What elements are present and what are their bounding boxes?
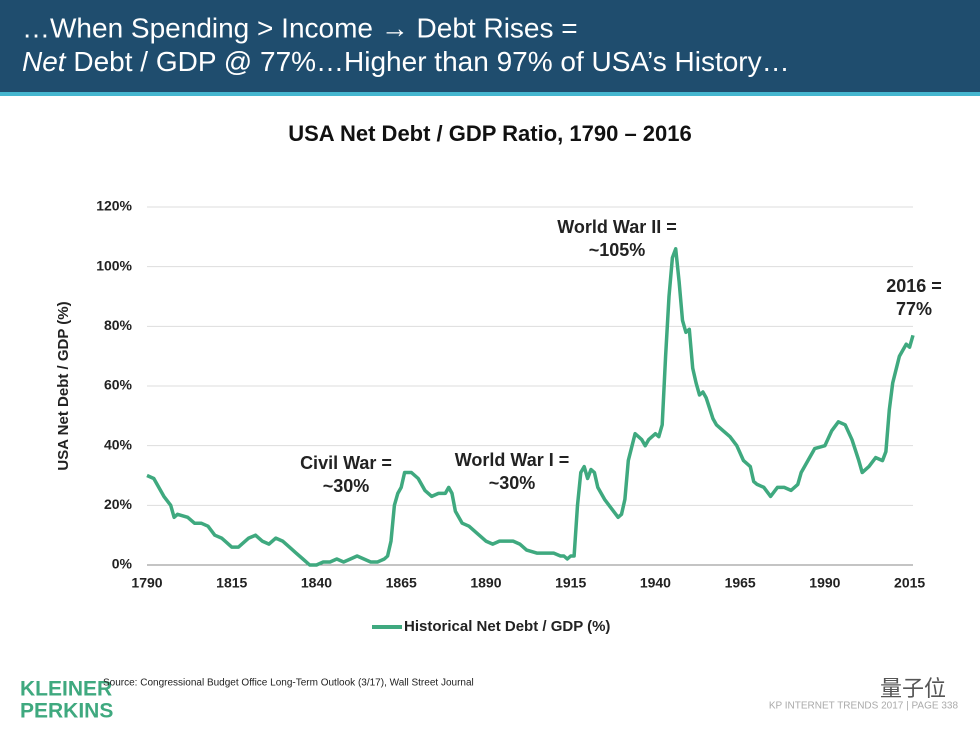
annotation: 2016 = — [886, 276, 942, 296]
annotation: Civil War = — [300, 453, 392, 473]
annotation: ~105% — [589, 240, 646, 260]
y-tick-label: 120% — [96, 198, 132, 214]
x-tick-label: 2015 — [894, 575, 925, 591]
x-tick-label: 1990 — [809, 575, 840, 591]
page-number: KP INTERNET TRENDS 2017 | PAGE 338 — [769, 701, 959, 712]
header-stripe — [0, 92, 980, 96]
watermark: 量子位 — [880, 676, 946, 701]
source: Source: Congressional Budget Office Long… — [103, 678, 474, 689]
y-axis-label: USA Net Debt / GDP (%) — [55, 301, 72, 470]
annotation: World War II = — [557, 217, 677, 237]
x-tick-label: 1865 — [386, 575, 417, 591]
logo: KLEINER — [20, 678, 112, 701]
x-tick-label: 1840 — [301, 575, 332, 591]
header-band — [0, 0, 980, 92]
legend-label: Historical Net Debt / GDP (%) — [404, 618, 610, 635]
x-tick-label: 1790 — [131, 575, 162, 591]
header-title: Net Debt / GDP @ 77%…Higher than 97% of … — [22, 46, 790, 77]
y-tick-label: 80% — [104, 317, 133, 333]
x-tick-label: 1890 — [470, 575, 501, 591]
chart-title: USA Net Debt / GDP Ratio, 1790 – 2016 — [288, 121, 692, 146]
annotation: World War I = — [455, 450, 570, 470]
header-italic: Net — [22, 46, 67, 77]
y-tick-label: 40% — [104, 436, 133, 452]
annotation: ~30% — [489, 473, 536, 493]
y-tick-label: 100% — [96, 257, 132, 273]
x-tick-label: 1940 — [640, 575, 671, 591]
data-line — [146, 247, 915, 567]
header-title: …When Spending > Income → Debt Rises = — [22, 12, 578, 43]
x-tick-label: 1815 — [216, 575, 247, 591]
y-tick-label: 0% — [112, 556, 133, 572]
x-tick-label: 1965 — [725, 575, 756, 591]
logo: PERKINS — [20, 700, 113, 723]
y-tick-label: 60% — [104, 377, 133, 393]
header-rest: Debt / GDP @ 77%…Higher than 97% of USA’… — [73, 46, 789, 77]
x-tick-label: 1915 — [555, 575, 586, 591]
annotation: ~30% — [323, 476, 370, 496]
y-tick-label: 20% — [104, 496, 133, 512]
annotation: 77% — [896, 299, 932, 319]
